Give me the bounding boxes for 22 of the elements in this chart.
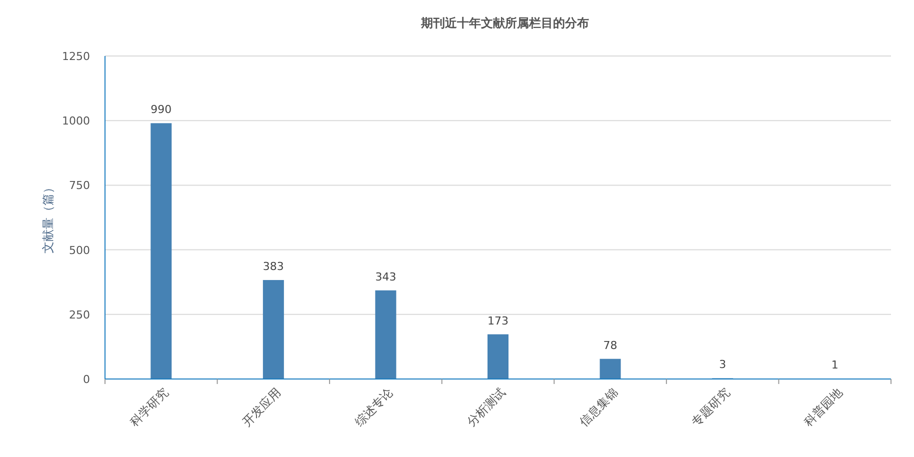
y-tick-label: 250 (69, 308, 90, 322)
x-tick-label: 专题研究 (688, 385, 733, 430)
y-tick-label: 750 (69, 179, 90, 192)
data-label: 1 (831, 358, 838, 372)
x-tick-label: 科学研究 (127, 385, 172, 430)
x-tick-label: 综述专论 (352, 385, 396, 430)
chart-title: 期刊近十年文献所属栏目的分布 (420, 16, 589, 30)
data-label: 383 (262, 260, 284, 274)
data-label: 343 (375, 270, 396, 284)
y-tick-label: 1250 (62, 50, 90, 63)
x-tick-label: 开发应用 (240, 385, 284, 430)
y-axis-title: 文献量（篇） (41, 182, 55, 254)
data-label: 990 (150, 103, 172, 116)
x-tick-label: 信息集锦 (576, 385, 620, 430)
data-label: 78 (603, 338, 618, 352)
y-tick-label: 500 (69, 244, 90, 257)
y-tick-label: 1000 (62, 114, 90, 128)
x-tick-label: 科普园地 (801, 385, 845, 430)
data-label: 173 (488, 314, 508, 328)
y-tick-label: 0 (83, 373, 90, 386)
data-label: 3 (719, 358, 726, 372)
x-tick-label: 分析测试 (464, 385, 508, 430)
